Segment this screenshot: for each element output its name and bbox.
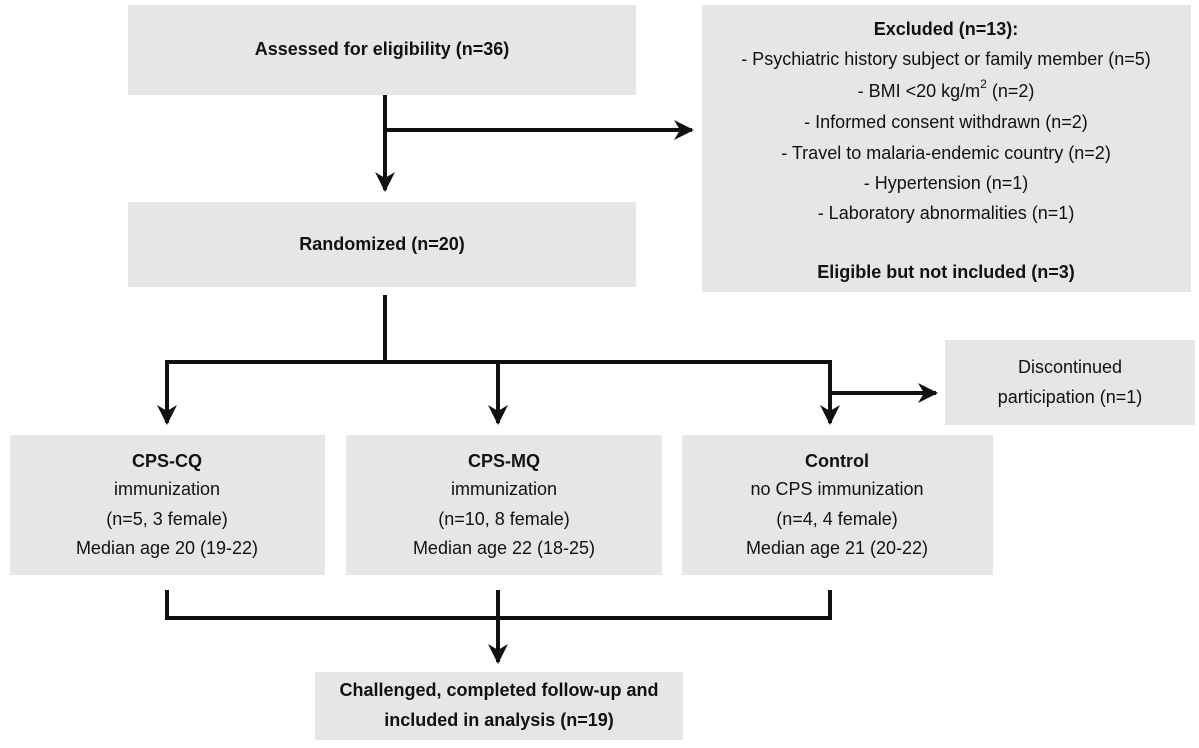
arm-line: immunization xyxy=(114,479,220,499)
final-line: Challenged, completed follow-up and xyxy=(339,680,658,700)
excluded-item: - Hypertension (n=1) xyxy=(864,173,1029,193)
arm-box xyxy=(10,435,325,575)
excluded-item: - Laboratory abnormalities (n=1) xyxy=(818,203,1075,223)
assessed-box xyxy=(128,5,636,95)
excluded-item: - Informed consent withdrawn (n=2) xyxy=(804,112,1088,132)
excluded-title: Excluded (n=13): xyxy=(874,19,1019,39)
discontinued-line: Discontinued xyxy=(1018,357,1122,377)
assessed-label: Assessed for eligibility (n=36) xyxy=(255,39,510,59)
final-line: included in analysis (n=19) xyxy=(384,710,614,730)
arm-box xyxy=(682,435,993,575)
randomized-label: Randomized (n=20) xyxy=(299,234,465,254)
final-box xyxy=(315,672,683,740)
arm-box xyxy=(346,435,662,575)
arm-title: CPS-MQ xyxy=(468,451,540,471)
arm-line: (n=10, 8 female) xyxy=(438,509,570,529)
excluded-item-sup: 2 xyxy=(980,77,987,91)
discontinued-box xyxy=(945,340,1195,425)
arm-line: no CPS immunization xyxy=(750,479,923,499)
randomized-box xyxy=(128,202,636,287)
excluded-item: - Travel to malaria-endemic country (n=2… xyxy=(781,143,1111,163)
arm-title: Control xyxy=(805,451,869,471)
excluded-box xyxy=(702,5,1191,292)
arm-line: (n=5, 3 female) xyxy=(106,509,228,529)
arm-line: immunization xyxy=(451,479,557,499)
excluded-item: - BMI <20 kg/m2 (n=2) xyxy=(858,77,1035,101)
excluded-footer: Eligible but not included (n=3) xyxy=(817,262,1075,282)
discontinued-line: participation (n=1) xyxy=(998,387,1143,407)
arm-line: Median age 21 (20-22) xyxy=(746,538,928,558)
arm-title: CPS-CQ xyxy=(132,451,202,471)
arm-line: Median age 20 (19-22) xyxy=(76,538,258,558)
excluded-item-after: (n=2) xyxy=(992,81,1035,101)
arm-line: (n=4, 4 female) xyxy=(776,509,898,529)
excluded-item: - Psychiatric history subject or family … xyxy=(741,49,1151,69)
excluded-item-text: - BMI <20 kg/m xyxy=(858,81,981,101)
arm-line: Median age 22 (18-25) xyxy=(413,538,595,558)
